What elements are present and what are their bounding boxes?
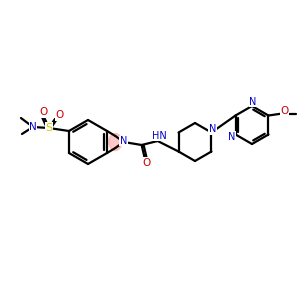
Text: O: O — [280, 106, 289, 116]
Text: O: O — [56, 110, 64, 120]
Text: N: N — [209, 124, 216, 134]
Text: N: N — [120, 136, 127, 146]
Text: N: N — [249, 97, 257, 107]
Text: O: O — [40, 107, 48, 117]
Text: O: O — [142, 158, 151, 168]
Text: N: N — [228, 131, 235, 142]
Text: N: N — [29, 122, 37, 132]
Text: HN: HN — [152, 131, 167, 141]
Ellipse shape — [109, 134, 122, 151]
Text: S: S — [45, 123, 52, 133]
